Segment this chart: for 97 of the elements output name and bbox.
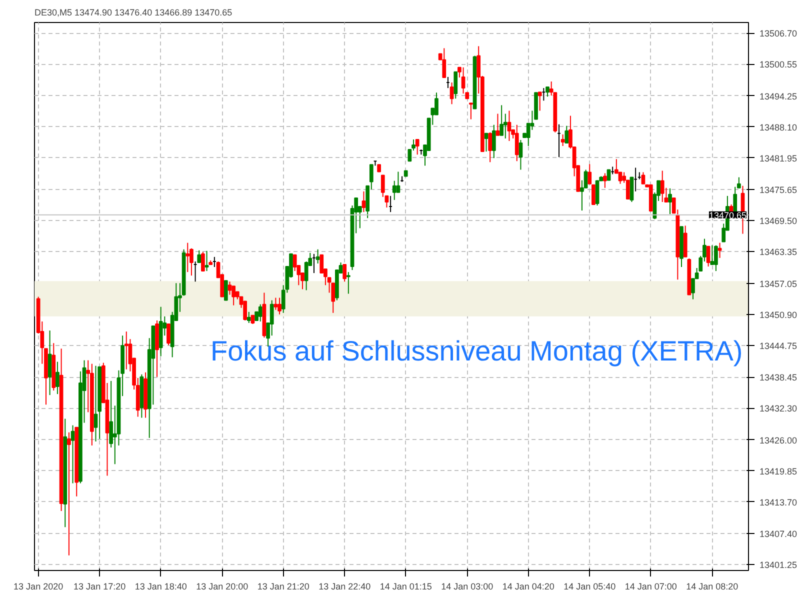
candlestick xyxy=(564,125,569,144)
x-tick-label: 14 Jan 01:15 xyxy=(380,582,432,592)
candlestick xyxy=(560,134,565,147)
candlestick xyxy=(342,264,347,282)
candlestick xyxy=(588,164,592,184)
candlestick xyxy=(70,424,75,484)
candlestick xyxy=(197,250,202,263)
candlestick xyxy=(292,254,297,272)
candlestick xyxy=(246,311,251,324)
candlestick xyxy=(320,254,324,274)
x-tick-label: 13 Jan 22:40 xyxy=(318,582,371,592)
y-tick-label: 13494.25 xyxy=(760,91,798,102)
y-tick-label: 13450.90 xyxy=(760,310,798,320)
candlestick xyxy=(258,304,262,322)
candlestick xyxy=(630,176,634,202)
candlestick xyxy=(232,286,236,306)
y-tick-label: 13506.70 xyxy=(760,28,798,39)
x-tick-label: 13 Jan 17:20 xyxy=(74,582,126,592)
x-tick-label: 13 Jan 18:40 xyxy=(134,582,187,592)
y-tick-label: 13413.70 xyxy=(760,497,798,508)
candlestick xyxy=(434,92,438,116)
candlestick xyxy=(346,272,350,294)
ref-line-label: 13470.65 xyxy=(708,210,747,220)
candlestick xyxy=(166,323,170,346)
candlestick xyxy=(718,242,722,258)
candlestick xyxy=(484,132,488,152)
y-tick-label: 13438.45 xyxy=(760,372,798,383)
candlestick xyxy=(496,113,500,136)
candlestick xyxy=(606,169,611,181)
candlestick xyxy=(204,250,209,272)
x-tick-label: 14 Jan 07:00 xyxy=(624,582,677,592)
candlestick xyxy=(469,102,473,120)
y-tick-label: 13475.65 xyxy=(760,185,798,196)
y-tick-label: 13401.25 xyxy=(760,560,798,570)
chart-title: DE30,M5 13474.90 13476.40 13466.89 13470.65 xyxy=(34,8,232,18)
candlestick xyxy=(660,170,664,202)
candlestick xyxy=(392,180,396,200)
annotation: Fokus auf Schlussniveau Montag (XETRA) xyxy=(210,336,743,366)
candlestick xyxy=(56,361,60,395)
candlestick xyxy=(278,297,282,315)
candlestick xyxy=(48,330,52,396)
candlestick xyxy=(706,246,710,268)
x-tick-label: 14 Jan 04:20 xyxy=(502,582,554,592)
candlestick xyxy=(270,300,274,336)
candlestick xyxy=(331,282,336,314)
candlestick xyxy=(592,184,596,205)
y-tick-label: 13457.05 xyxy=(760,278,798,289)
candlestick xyxy=(442,48,446,78)
y-tick-label: 13432.30 xyxy=(760,404,798,414)
y-tick-label: 13469.50 xyxy=(760,216,798,226)
x-tick-label: 14 Jan 03:00 xyxy=(441,582,494,592)
candlestick xyxy=(603,172,607,188)
candlestick xyxy=(243,300,247,321)
candlestick xyxy=(274,297,278,310)
y-tick-label: 13444.75 xyxy=(760,340,798,351)
candlestick xyxy=(396,171,400,193)
candlestick xyxy=(641,172,646,184)
y-tick-label: 13481.95 xyxy=(760,153,798,164)
candlestick xyxy=(500,104,504,136)
candlestick xyxy=(186,242,190,273)
x-tick-label: 14 Jan 08:20 xyxy=(686,582,738,592)
candlestick xyxy=(546,86,550,98)
candlestick xyxy=(450,82,454,105)
candlestick xyxy=(518,139,523,170)
candlestick xyxy=(595,180,600,206)
candlestick xyxy=(683,225,688,258)
candlestick xyxy=(710,244,714,265)
candlestick xyxy=(384,195,389,208)
candlestick xyxy=(124,331,128,370)
y-tick-label: 13407.40 xyxy=(760,529,798,540)
candlestick xyxy=(67,432,71,556)
candlestick xyxy=(507,110,512,142)
candlestick xyxy=(224,280,228,301)
candlestick xyxy=(228,281,232,296)
x-tick-label: 13 Jan 2020 xyxy=(14,582,64,592)
candlestick xyxy=(362,190,366,213)
candlestick xyxy=(201,251,205,272)
candlestick xyxy=(304,260,308,291)
candlestick xyxy=(668,188,672,215)
candlestick xyxy=(538,92,542,112)
candlestick xyxy=(316,248,320,264)
candlestick xyxy=(454,71,458,100)
candlestick xyxy=(514,124,519,162)
x-tick-label: 14 Jan 05:40 xyxy=(564,582,616,592)
x-tick-label: 13 Jan 20:00 xyxy=(196,582,248,592)
y-tick-label: 13488.10 xyxy=(760,122,798,132)
candlestick xyxy=(415,138,420,156)
candlestick xyxy=(94,365,98,442)
y-tick-label: 13463.35 xyxy=(760,247,798,258)
y-tick-label: 13500.55 xyxy=(760,60,798,70)
x-tick-label: 13 Jan 21:20 xyxy=(257,582,310,592)
candlestick xyxy=(618,172,622,184)
y-tick-label: 13426.00 xyxy=(760,435,798,446)
candlestick xyxy=(492,124,496,159)
candlestick xyxy=(714,244,718,272)
y-tick-label: 13419.85 xyxy=(760,466,798,476)
candlestick xyxy=(488,132,492,163)
